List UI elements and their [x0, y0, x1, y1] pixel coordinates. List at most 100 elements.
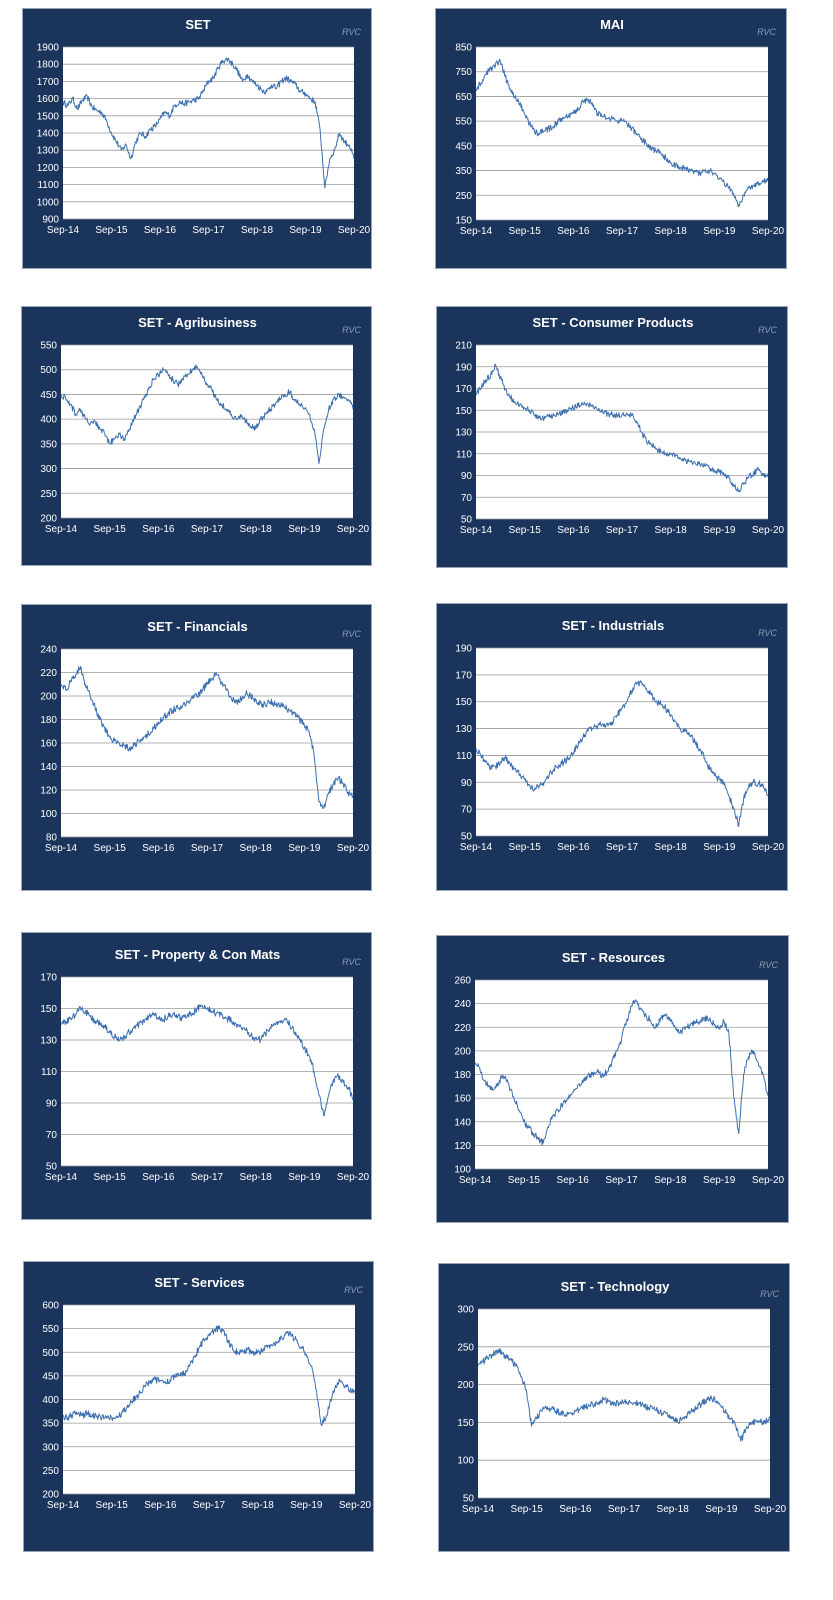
x-tick-label: Sep-15 — [509, 525, 542, 536]
y-tick-label: 70 — [461, 805, 473, 816]
chart-svg: MAI RVC 150 250 350 450 550 650 750 850 Sep-14 Sep-… — [455, 17, 784, 237]
x-tick-label: Sep-19 — [703, 525, 736, 536]
y-tick-label: 70 — [46, 1130, 58, 1141]
series-line — [475, 363, 769, 493]
x-tick-label: Sep-14 — [462, 1504, 495, 1515]
y-tick-label: 130 — [455, 428, 472, 439]
chart-panel-financials: SET - Financials RVC 80 100 120 140 160 180 200 2… — [21, 604, 372, 891]
plot-area — [476, 648, 768, 836]
y-tick-label: 1400 — [37, 129, 60, 140]
chart-panel-industrials: SET - Industrials RVC 50 70 90 110 130 150 170 19… — [436, 603, 788, 891]
chart-title: SET - Industrials — [562, 618, 665, 633]
x-tick-label: Sep-20 — [338, 225, 371, 236]
x-tick-label: Sep-16 — [142, 1172, 175, 1183]
chart-panel-services: SET - Services RVC 200 250 300 350 400 450 500 55… — [23, 1261, 374, 1552]
x-tick-label: Sep-16 — [557, 842, 590, 853]
y-tick-label: 1000 — [37, 197, 60, 208]
y-tick-label: 180 — [454, 1070, 471, 1081]
y-tick-label: 1600 — [37, 94, 60, 105]
y-tick-label: 150 — [455, 697, 472, 708]
y-tick-label: 450 — [40, 390, 57, 401]
y-tick-label: 650 — [455, 92, 472, 103]
y-tick-label: 110 — [456, 751, 472, 762]
y-tick-label: 900 — [42, 215, 59, 226]
x-tick-label: Sep-18 — [241, 225, 274, 236]
x-tick-label: Sep-17 — [191, 524, 224, 535]
y-tick-label: 110 — [41, 1067, 57, 1078]
chart-svg: SET - Property & Con Mats RVC 50 70 90 110 130… — [40, 947, 369, 1183]
x-tick-label: Sep-16 — [144, 1500, 177, 1511]
y-tick-label: 400 — [42, 1395, 59, 1406]
x-tick-label: Sep-19 — [703, 842, 736, 853]
chart-panel-resources: SET - Resources RVC 100 120 140 160 180 200 220 2… — [436, 935, 789, 1223]
series-line — [475, 58, 769, 208]
chart-svg: SET - Agribusiness RVC 200 250 300 350 400 450 5… — [40, 315, 370, 535]
chart-title: MAI — [600, 17, 624, 32]
chart-title: SET — [185, 17, 210, 32]
y-tick-label: 150 — [457, 1418, 474, 1429]
x-tick-label: Sep-16 — [142, 524, 175, 535]
y-tick-label: 1300 — [37, 146, 60, 157]
y-tick-label: 50 — [463, 1494, 475, 1505]
x-tick-label: Sep-19 — [703, 1175, 736, 1186]
series-line — [475, 680, 769, 828]
y-tick-label: 150 — [455, 216, 472, 227]
y-tick-label: 130 — [455, 724, 472, 735]
y-tick-label: 600 — [42, 1301, 59, 1312]
y-tick-label: 500 — [42, 1348, 59, 1359]
x-tick-label: Sep-17 — [608, 1504, 641, 1515]
x-tick-label: Sep-14 — [45, 524, 78, 535]
y-tick-label: 90 — [461, 778, 473, 789]
chart-svg: SET - Consumer Products RVC 50 70 90 110 130 15… — [455, 315, 784, 536]
chart-panel-agribusiness: SET - Agribusiness RVC 200 250 300 350 400 450 5… — [21, 306, 372, 566]
y-tick-label: 1100 — [37, 180, 59, 191]
series-line — [60, 364, 354, 465]
y-tick-label: 850 — [455, 43, 472, 54]
chart-panel-set: SET RVC 900 1000 1100 1200 1300 1400 1500 1600 170… — [22, 8, 372, 269]
series-line — [62, 1325, 356, 1427]
watermark: RVC — [757, 27, 776, 37]
series-line — [477, 1348, 771, 1442]
y-tick-label: 50 — [461, 832, 473, 843]
y-tick-label: 350 — [455, 166, 472, 177]
x-tick-label: Sep-18 — [240, 843, 273, 854]
y-tick-label: 1800 — [37, 60, 60, 71]
chart-svg: SET - Resources RVC 100 120 140 160 180 200 220 2… — [454, 950, 785, 1186]
x-tick-label: Sep-16 — [557, 1175, 590, 1186]
x-tick-label: Sep-14 — [460, 842, 493, 853]
y-tick-label: 140 — [40, 762, 57, 773]
y-tick-label: 220 — [40, 668, 57, 679]
y-tick-label: 170 — [455, 670, 472, 681]
x-tick-label: Sep-20 — [752, 1175, 785, 1186]
x-tick-label: Sep-17 — [606, 842, 639, 853]
x-tick-label: Sep-18 — [240, 524, 273, 535]
watermark: RVC — [758, 628, 777, 638]
y-tick-label: 90 — [46, 1099, 58, 1110]
y-tick-label: 50 — [461, 515, 473, 526]
chart-panel-property-con-mats: SET - Property & Con Mats RVC 50 70 90 110 130… — [21, 932, 372, 1220]
chart-panel-consumer-products: SET - Consumer Products RVC 50 70 90 110 130 15… — [436, 306, 788, 568]
chart-title: SET - Services — [154, 1275, 244, 1290]
x-tick-label: Sep-20 — [339, 1500, 372, 1511]
y-tick-label: 120 — [454, 1141, 471, 1152]
series-line — [62, 57, 355, 189]
y-tick-label: 100 — [40, 809, 57, 820]
series-line — [474, 999, 769, 1146]
y-tick-label: 100 — [457, 1456, 474, 1467]
x-tick-label: Sep-15 — [94, 1172, 127, 1183]
y-tick-label: 120 — [40, 786, 57, 797]
y-tick-label: 220 — [454, 1023, 471, 1034]
x-tick-label: Sep-16 — [557, 226, 590, 237]
y-tick-label: 140 — [454, 1117, 471, 1128]
chart-svg: SET - Technology RVC 50 100 150 200 250 300 Sep-… — [457, 1279, 786, 1515]
y-tick-label: 250 — [457, 1342, 474, 1353]
y-tick-label: 1200 — [37, 163, 60, 174]
x-tick-label: Sep-15 — [509, 842, 542, 853]
x-tick-label: Sep-15 — [95, 225, 128, 236]
x-tick-label: Sep-18 — [240, 1172, 273, 1183]
x-tick-label: Sep-17 — [606, 525, 639, 536]
chart-svg: SET - Industrials RVC 50 70 90 110 130 150 170 19… — [455, 618, 784, 853]
y-tick-label: 160 — [40, 739, 57, 750]
y-tick-label: 170 — [455, 384, 472, 395]
x-tick-label: Sep-20 — [337, 524, 370, 535]
